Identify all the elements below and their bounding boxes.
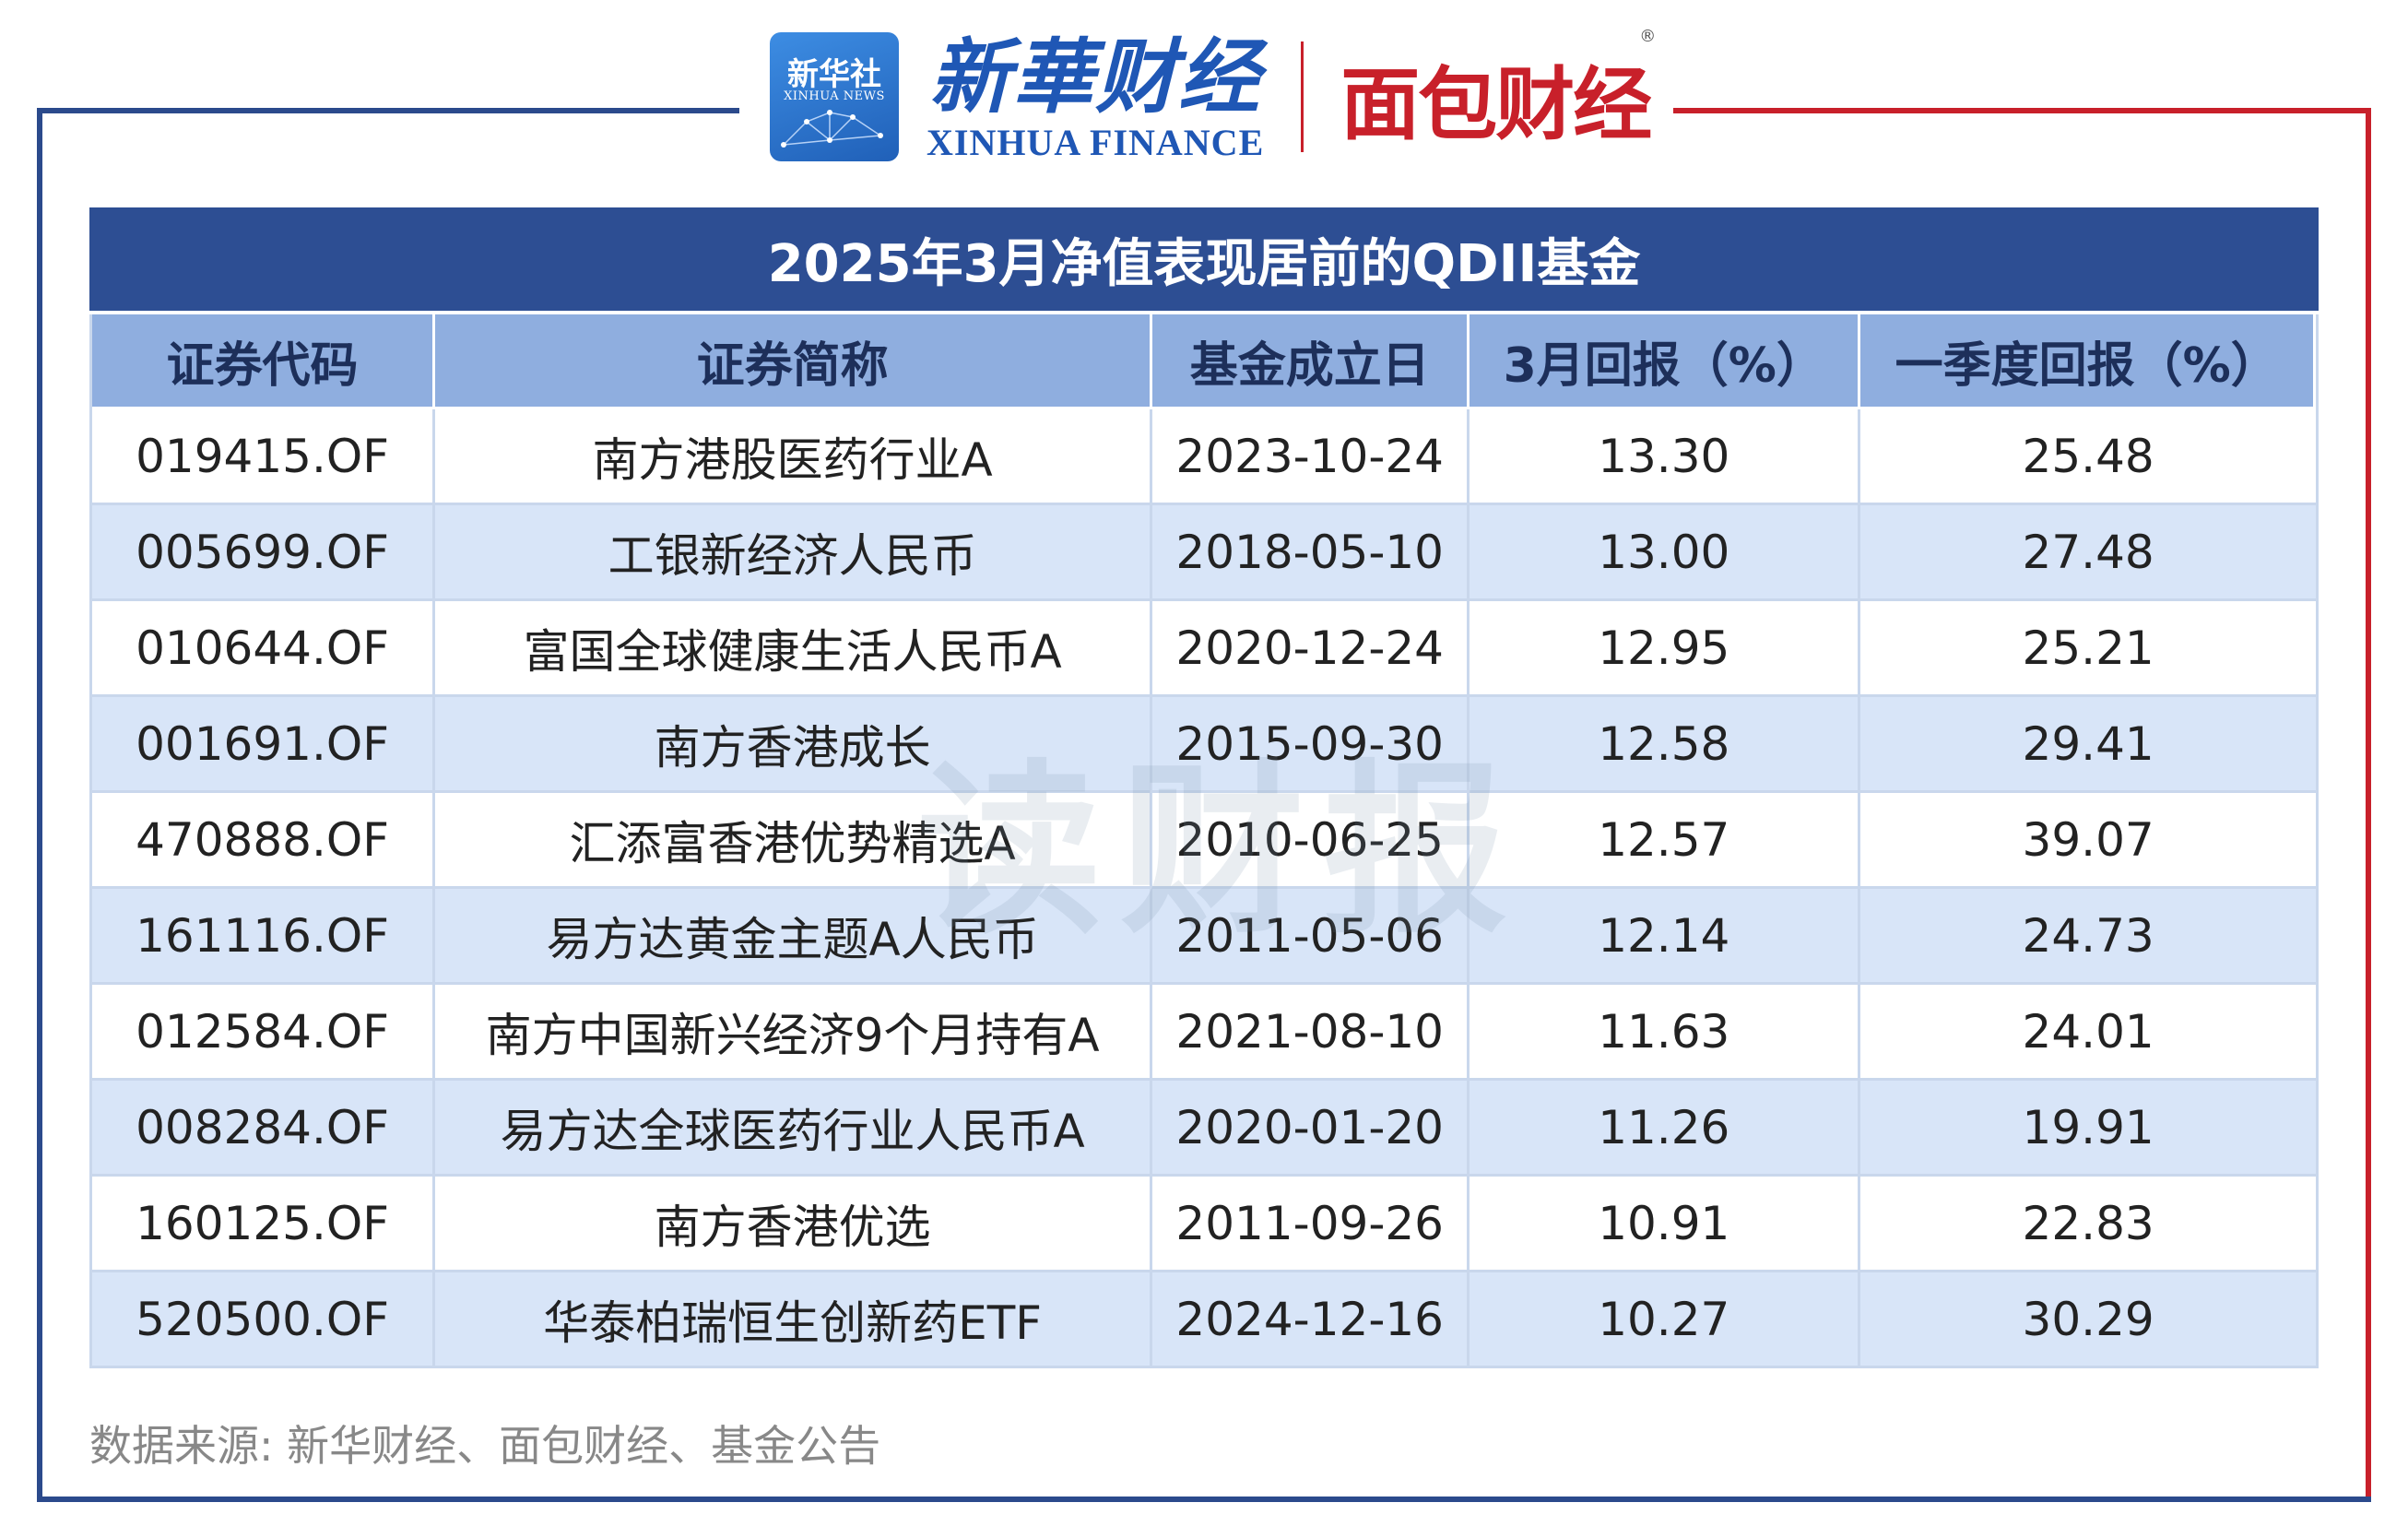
xinhua-finance-en: XINHUA FINANCE	[927, 122, 1265, 163]
frame-line-red-top	[1673, 108, 2371, 113]
cell-march-return: 11.63	[1470, 985, 1861, 1078]
table-row: 019415.OF 南方港股医药行业A 2023-10-24 13.30 25.…	[92, 409, 2316, 505]
cell-inception-date: 2011-09-26	[1152, 1177, 1470, 1270]
network-icon	[781, 110, 883, 148]
registered-mark: ®	[1639, 26, 1656, 46]
logo-divider	[1301, 41, 1304, 152]
cell-name: 汇添富香港优势精选A	[435, 793, 1153, 886]
xinhua-finance-cn: 新華财经	[929, 29, 1262, 124]
cell-march-return: 13.30	[1470, 409, 1861, 503]
cell-name: 南方港股医药行业A	[435, 409, 1153, 503]
cell-march-return: 10.91	[1470, 1177, 1861, 1270]
cell-code: 001691.OF	[92, 697, 436, 790]
cell-code: 012584.OF	[92, 985, 436, 1078]
xinhua-finance-logo: 新華财经 XINHUA FINANCE	[927, 30, 1264, 163]
table-title: 2025年3月净值表现居前的QDII基金	[89, 207, 2319, 314]
cell-q1-return: 39.07	[2022, 812, 2154, 867]
cell-q1-return: 27.48	[2022, 525, 2154, 579]
cell-q1-return: 24.73	[2022, 908, 2154, 963]
cell-q1-return: 25.21	[2022, 621, 2154, 675]
cell-inception-date: 2015-09-30	[1152, 697, 1470, 790]
cell-q1-return: 24.01	[2022, 1004, 2154, 1059]
cell-q1-return: 25.48	[2022, 429, 2154, 483]
cell-code: 520500.OF	[92, 1272, 436, 1366]
xinhua-news-logo: 新华社 XINHUA NEWS	[770, 32, 899, 161]
header-q1-return: 一季度回报（%）	[1860, 314, 2316, 407]
cell-march-return: 12.14	[1470, 889, 1861, 982]
cell-march-return: 12.57	[1470, 793, 1861, 886]
cell-code: 470888.OF	[92, 793, 436, 886]
table-body: 证券代码 证券简称 基金成立日 3月回报（%） 一季度回报（%） 019415.…	[89, 314, 2319, 1368]
qdii-fund-table: 2025年3月净值表现居前的QDII基金 证券代码 证券简称 基金成立日 3月回…	[89, 207, 2319, 1368]
table-row: 161116.OF 易方达黄金主题A人民币 2011-05-06 12.14 2…	[92, 889, 2316, 985]
xinhua-badge-cn: 新华社	[787, 56, 881, 93]
frame-line-blue-left	[37, 108, 42, 1502]
cell-name: 华泰柏瑞恒生创新药ETF	[435, 1272, 1153, 1366]
cell-name: 易方达黄金主题A人民币	[435, 889, 1153, 982]
cell-inception-date: 2020-01-20	[1152, 1081, 1470, 1174]
cell-q1-return: 30.29	[2022, 1292, 2154, 1346]
cell-name: 工银新经济人民币	[435, 505, 1153, 598]
header-code: 证券代码	[92, 314, 436, 407]
cell-inception-date: 2020-12-24	[1152, 601, 1470, 694]
cell-name: 富国全球健康生活人民币A	[435, 601, 1153, 694]
cell-code: 019415.OF	[92, 409, 436, 503]
cell-march-return: 10.27	[1470, 1272, 1861, 1366]
cell-code: 161116.OF	[92, 889, 436, 982]
cell-name: 易方达全球医药行业人民币A	[435, 1081, 1153, 1174]
header-name: 证券简称	[435, 314, 1153, 407]
cell-march-return: 13.00	[1470, 505, 1861, 598]
cell-q1-return: 22.83	[2022, 1196, 2154, 1250]
cell-name: 南方中国新兴经济9个月持有A	[435, 985, 1153, 1078]
data-source-note: 数据来源: 新华财经、面包财经、基金公告	[89, 1421, 881, 1471]
cell-q1-return: 29.41	[2022, 716, 2154, 771]
table-row: 470888.OF 汇添富香港优势精选A 2010-06-25 12.57 39…	[92, 793, 2316, 889]
cell-march-return: 11.26	[1470, 1081, 1861, 1174]
header-march-return: 3月回报（%）	[1470, 314, 1861, 407]
cell-inception-date: 2023-10-24	[1152, 409, 1470, 503]
cell-march-return: 12.58	[1470, 697, 1861, 790]
frame-line-bottom	[37, 1497, 2371, 1502]
cell-inception-date: 2021-08-10	[1152, 985, 1470, 1078]
cell-q1-return: 19.91	[2022, 1100, 2154, 1154]
cell-code: 160125.OF	[92, 1177, 436, 1270]
cell-inception-date: 2018-05-10	[1152, 505, 1470, 598]
table-header-row: 证券代码 证券简称 基金成立日 3月回报（%） 一季度回报（%）	[92, 314, 2316, 409]
cell-inception-date: 2024-12-16	[1152, 1272, 1470, 1366]
frame-line-blue-top	[37, 108, 739, 113]
table-row: 008284.OF 易方达全球医药行业人民币A 2020-01-20 11.26…	[92, 1081, 2316, 1177]
table-row: 005699.OF 工银新经济人民币 2018-05-10 13.00 27.4…	[92, 505, 2316, 601]
cell-name: 南方香港优选	[435, 1177, 1153, 1270]
table-row: 520500.OF 华泰柏瑞恒生创新药ETF 2024-12-16 10.27 …	[92, 1272, 2316, 1368]
mianbao-finance-cn: 面包财经	[1340, 58, 1652, 151]
frame-line-red-right	[2366, 108, 2371, 1502]
cell-code: 005699.OF	[92, 505, 436, 598]
table-row: 160125.OF 南方香港优选 2011-09-26 10.91 22.83	[92, 1177, 2316, 1272]
cell-march-return: 12.95	[1470, 601, 1861, 694]
table-row: 001691.OF 南方香港成长 2015-09-30 12.58 29.41	[92, 697, 2316, 793]
cell-inception-date: 2010-06-25	[1152, 793, 1470, 886]
table-row: 012584.OF 南方中国新兴经济9个月持有A 2021-08-10 11.6…	[92, 985, 2316, 1081]
header-inception-date: 基金成立日	[1152, 314, 1470, 407]
table-row: 010644.OF 富国全球健康生活人民币A 2020-12-24 12.95 …	[92, 601, 2316, 697]
cell-code: 010644.OF	[92, 601, 436, 694]
cell-inception-date: 2011-05-06	[1152, 889, 1470, 982]
mianbao-finance-logo: 面包财经 ®	[1340, 27, 1656, 155]
xinhua-badge-en: XINHUA NEWS	[784, 89, 885, 103]
cell-code: 008284.OF	[92, 1081, 436, 1174]
cell-name: 南方香港成长	[435, 697, 1153, 790]
header-logos: 新华社 XINHUA NEWS 新華财经 XINHUA FINANCE 面包财经…	[770, 27, 1656, 166]
